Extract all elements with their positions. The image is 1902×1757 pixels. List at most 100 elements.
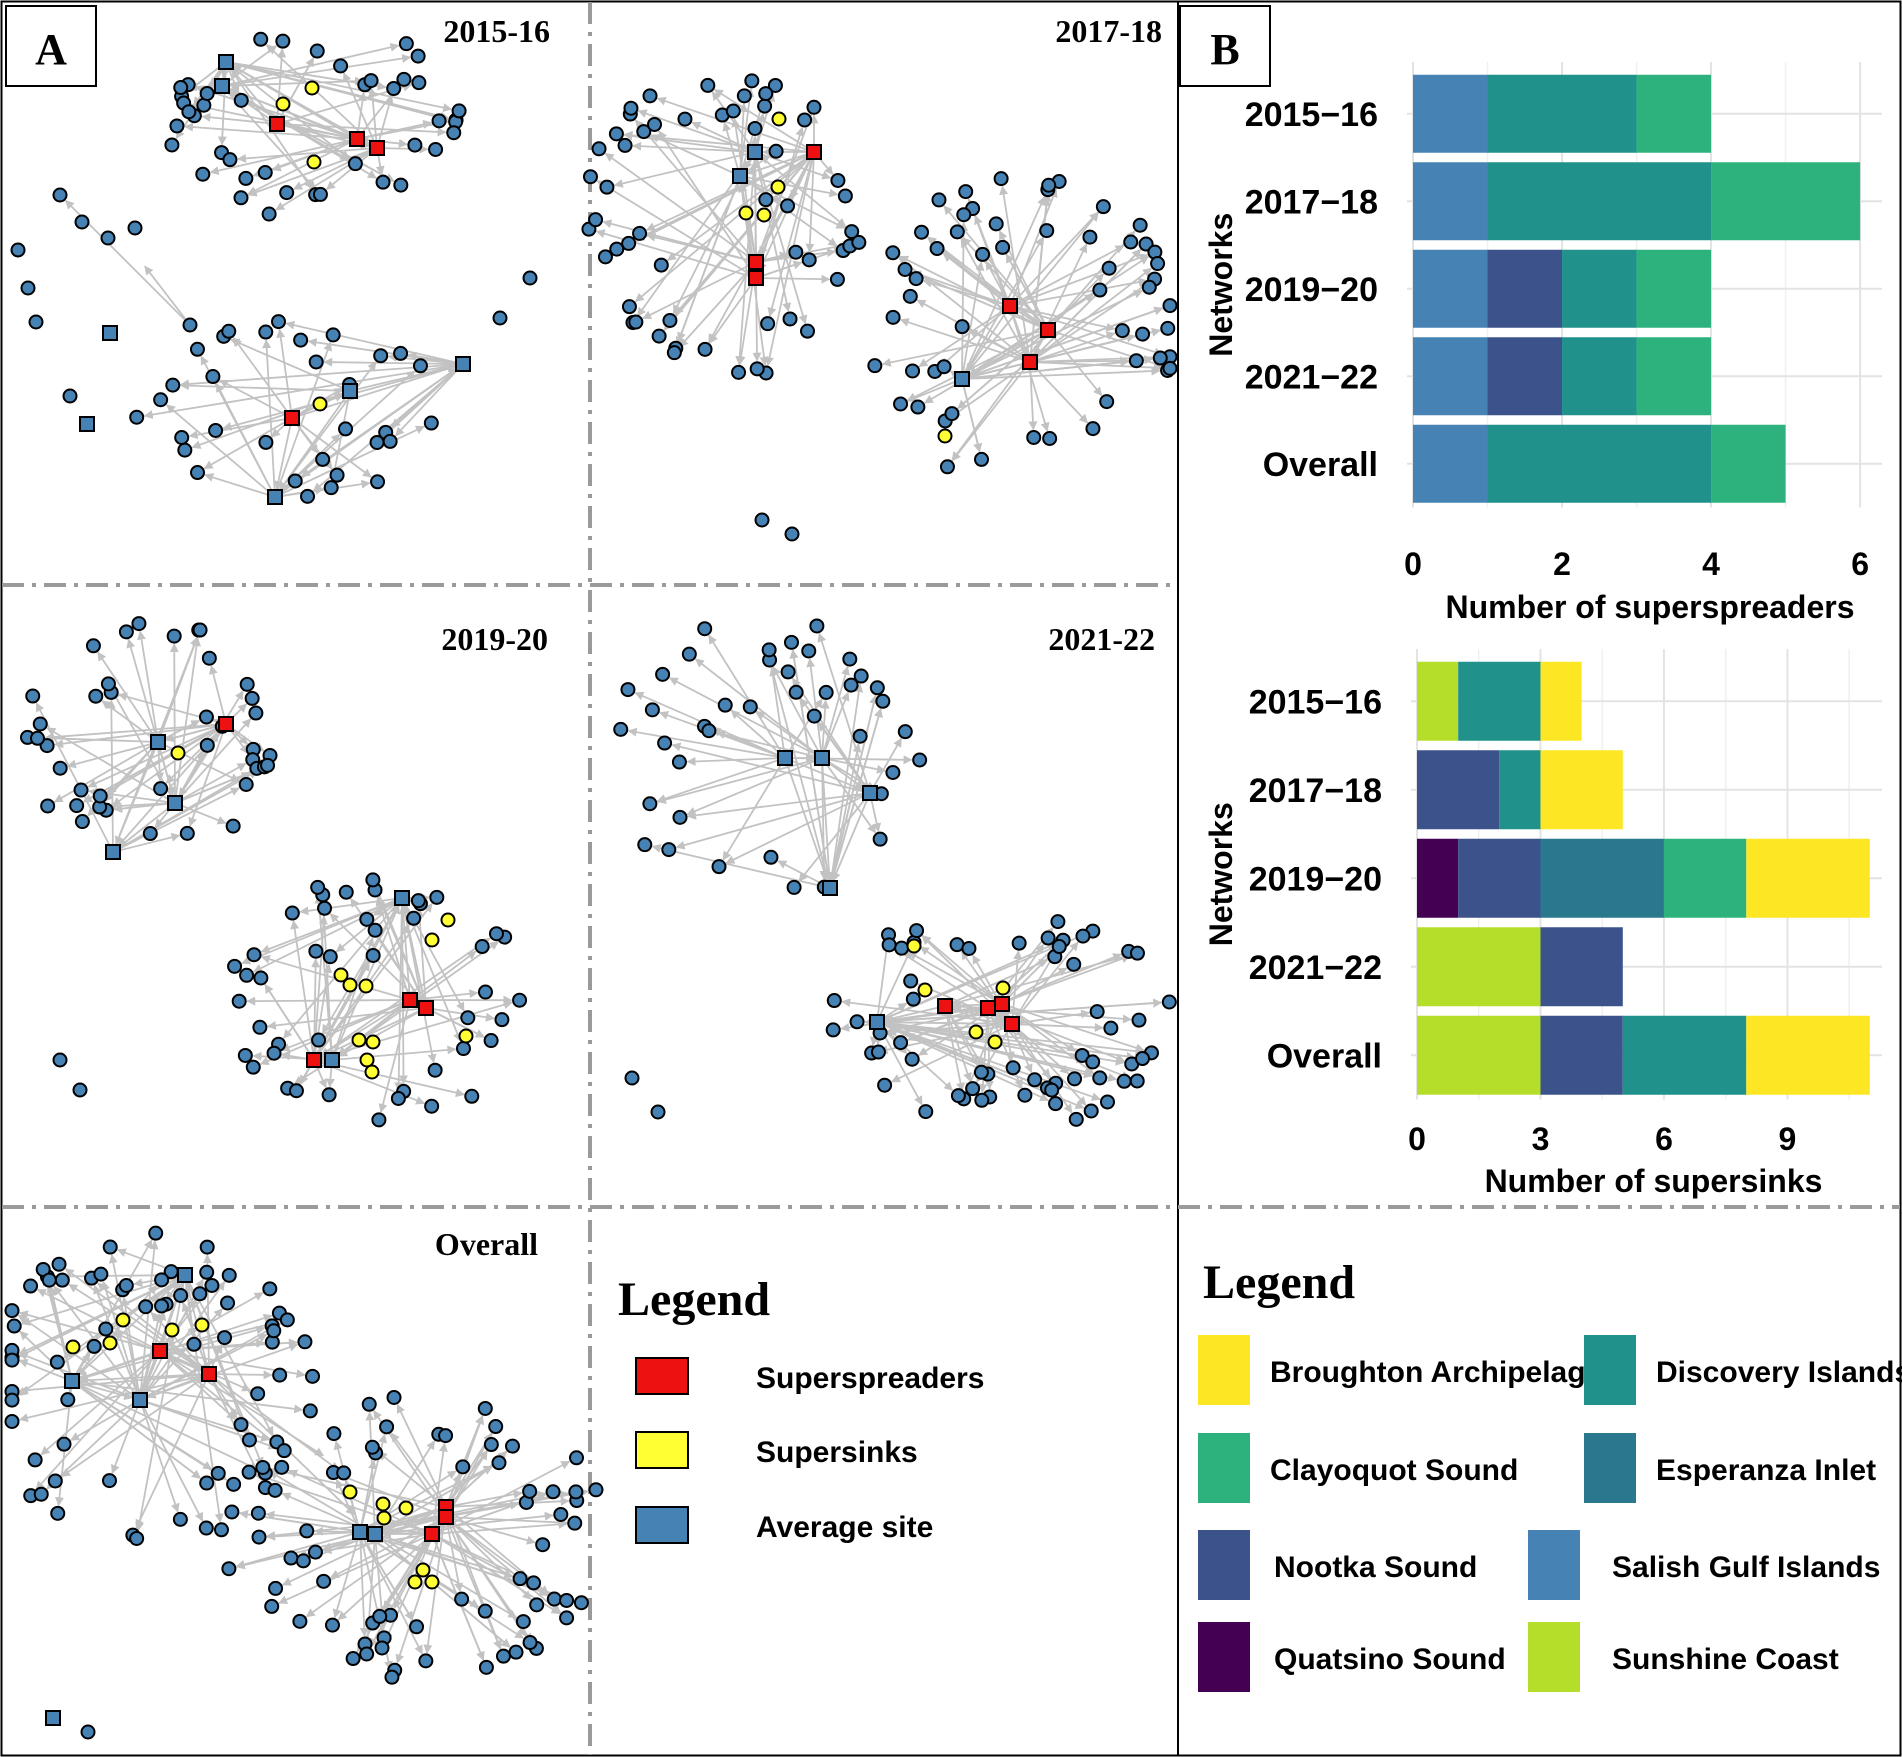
network-node xyxy=(284,410,300,426)
network-node xyxy=(204,1277,220,1293)
network-edge xyxy=(157,636,199,743)
y-axis-label: Networks xyxy=(1203,213,1239,357)
network-node xyxy=(233,1417,249,1433)
network-edge xyxy=(331,1045,457,1061)
network-node xyxy=(118,1277,134,1293)
network-edge xyxy=(374,886,427,1009)
network-node xyxy=(488,1419,504,1435)
bar-segment xyxy=(1417,1015,1541,1095)
network-edge xyxy=(1009,305,1029,356)
y-tick-label: Overall xyxy=(1267,1037,1382,1075)
network-edge xyxy=(961,357,1130,380)
network-node xyxy=(238,170,254,186)
network-edge xyxy=(968,329,1049,376)
network-node xyxy=(412,358,428,374)
network-edge xyxy=(668,677,823,759)
network-node xyxy=(588,212,604,228)
bar-segment xyxy=(1562,337,1637,416)
network-edge xyxy=(97,651,159,743)
network-edge xyxy=(637,109,756,153)
network-node xyxy=(398,1500,414,1516)
network-edge xyxy=(235,1531,361,1569)
network-node xyxy=(1027,1072,1043,1088)
network-edge xyxy=(19,1330,73,1382)
network-node xyxy=(279,185,295,201)
network-edge xyxy=(821,757,876,791)
network-node xyxy=(267,1482,283,1498)
network-node xyxy=(771,111,787,127)
network-edge xyxy=(137,630,159,743)
network-node xyxy=(908,271,924,287)
network-edge xyxy=(1011,952,1056,1025)
bar-segment xyxy=(1413,424,1488,503)
network-node xyxy=(460,1010,476,1026)
network-node xyxy=(700,77,716,93)
network-node xyxy=(495,1648,511,1664)
network-node xyxy=(797,112,813,128)
network-node xyxy=(252,1019,268,1035)
network-edge xyxy=(359,1531,525,1639)
bar-segment xyxy=(1413,249,1488,328)
network-node xyxy=(73,782,89,798)
network-node xyxy=(905,363,921,379)
network-edge xyxy=(708,634,786,759)
network-node xyxy=(788,684,804,700)
network-node xyxy=(309,43,325,59)
network-edge xyxy=(431,1519,568,1535)
network-edge xyxy=(1011,1022,1104,1032)
network-node xyxy=(101,1473,117,1489)
legend-regions: Legend Broughton Archipelago Discovery I… xyxy=(1198,1256,1902,1692)
network-node xyxy=(894,940,910,956)
network-title: 2021-22 xyxy=(1048,621,1155,657)
network-node xyxy=(386,1389,402,1405)
network-edge xyxy=(686,756,786,766)
network-edge xyxy=(675,175,741,347)
network-node xyxy=(717,697,733,713)
network-edge xyxy=(754,151,808,325)
network-edge xyxy=(642,261,757,320)
network-edge xyxy=(1009,305,1116,332)
network-node xyxy=(862,785,878,801)
network-edge xyxy=(34,733,159,743)
network-edge xyxy=(338,1007,427,1057)
network-node xyxy=(323,480,339,496)
network-edge xyxy=(869,737,903,794)
network-node xyxy=(363,73,379,89)
network-node xyxy=(1044,1082,1060,1098)
network-node xyxy=(224,1504,240,1520)
network-node xyxy=(233,190,249,206)
network-node xyxy=(546,1591,562,1607)
network-node xyxy=(415,1562,431,1578)
network-node xyxy=(1074,1047,1090,1063)
network-edge xyxy=(188,723,227,827)
network-edge xyxy=(323,357,464,367)
network-node xyxy=(912,752,928,768)
legend-title: Legend xyxy=(1203,1256,1355,1309)
network-edge xyxy=(68,1283,210,1375)
network-node xyxy=(1040,322,1056,338)
network-node xyxy=(150,734,166,750)
network-edge xyxy=(18,1359,73,1382)
network-node xyxy=(906,938,922,954)
network-edge xyxy=(944,1005,979,1067)
network-node xyxy=(359,911,375,927)
network-node xyxy=(897,724,913,740)
network-node xyxy=(553,1506,569,1522)
network-node xyxy=(218,54,234,70)
network-edge xyxy=(135,1373,210,1529)
network-node xyxy=(295,1553,311,1569)
network-node xyxy=(853,668,869,684)
network-node xyxy=(483,1437,499,1453)
network-node xyxy=(522,270,538,286)
network-edge xyxy=(143,363,464,420)
network-nodes xyxy=(581,73,1178,542)
network-edge xyxy=(431,1460,571,1535)
network-edge xyxy=(961,366,1161,380)
network-node xyxy=(292,1613,308,1629)
network-edge xyxy=(112,769,259,853)
network-node xyxy=(347,156,363,172)
network-node xyxy=(800,323,816,339)
network-nodes xyxy=(20,616,528,1128)
network-node xyxy=(931,192,947,208)
network-edge xyxy=(157,741,176,797)
